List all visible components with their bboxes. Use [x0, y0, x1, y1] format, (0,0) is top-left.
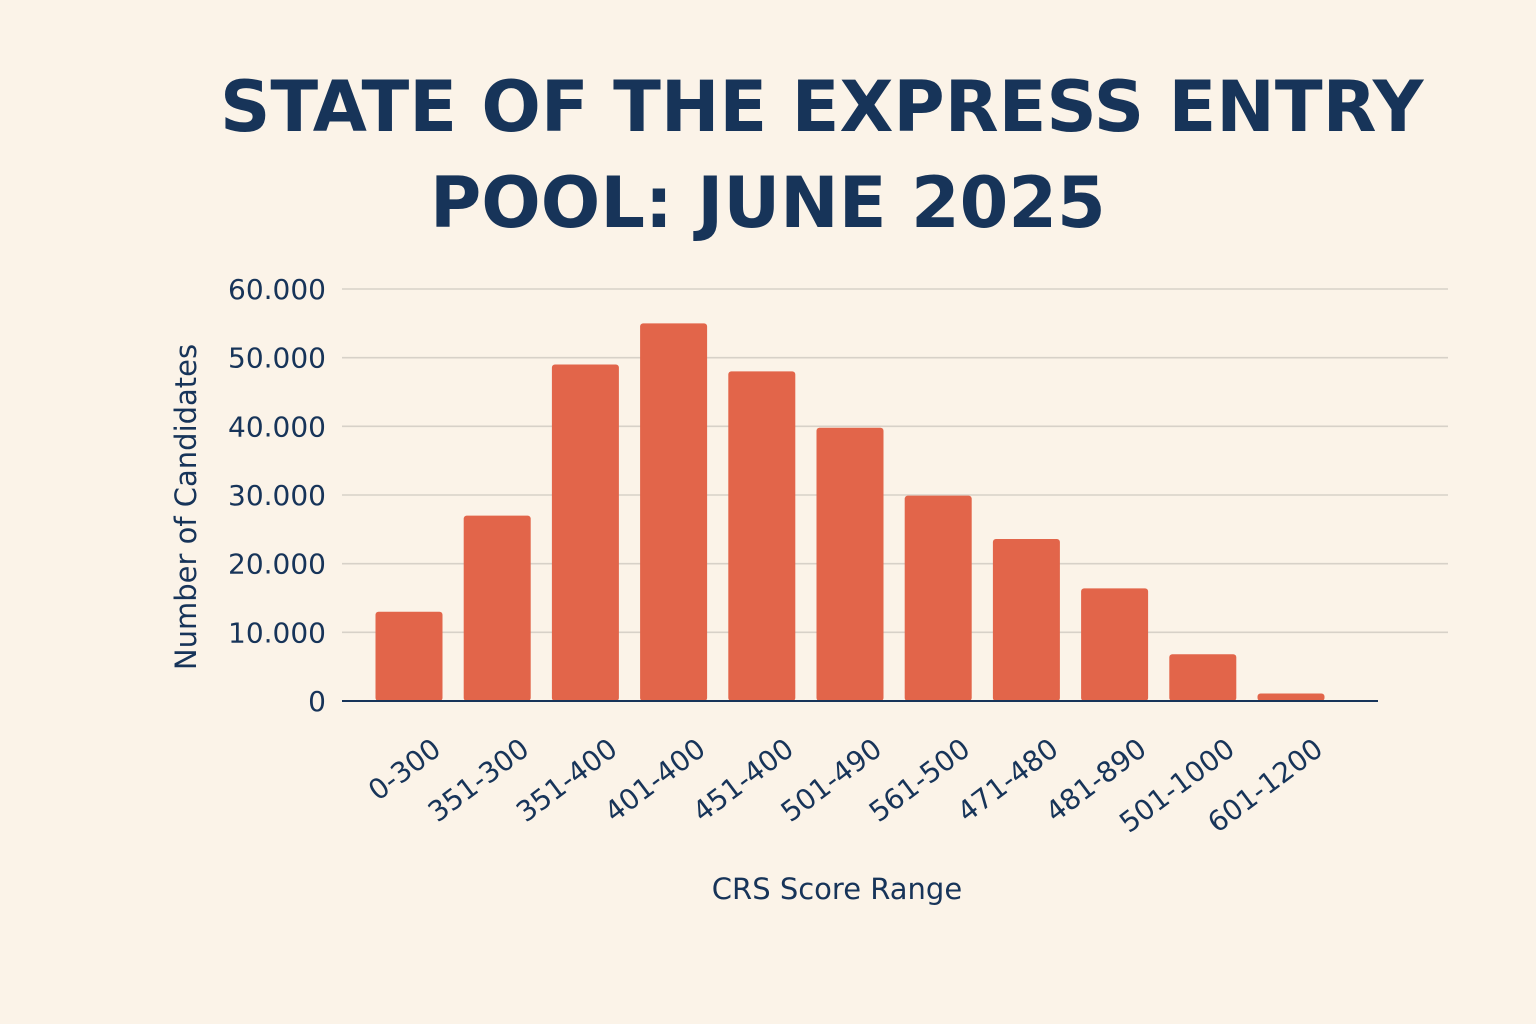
bar-501-1000 — [1169, 654, 1237, 701]
chart-title-line-1: STATE OF THE EXPRESS ENTRY — [220, 66, 1424, 148]
bar-401-400 — [640, 323, 708, 701]
bar-481-890 — [1081, 588, 1149, 701]
y-tick-label: 60.000 — [228, 273, 326, 306]
bar-471-480 — [992, 538, 1060, 701]
bars — [375, 323, 1325, 701]
y-axis-title: Number of Candidates — [169, 344, 203, 670]
y-tick-label: 50.000 — [228, 342, 326, 375]
bar-601-1200 — [1257, 693, 1325, 701]
x-tick-labels: 0-300351-300351-400401-400451-400501-490… — [362, 732, 1329, 839]
y-tick-labels: 0 10.000 20.000 30.000 40.000 50.000 60.000 — [228, 273, 326, 718]
y-tick-label: 0 — [308, 685, 326, 718]
bar-0-300 — [375, 611, 443, 701]
y-tick-label: 30.000 — [228, 479, 326, 512]
chart-title-line-2: POOL: JUNE 2025 — [430, 162, 1106, 244]
y-tick-label: 40.000 — [228, 410, 326, 443]
bar-501-490 — [816, 427, 884, 701]
y-tick-label: 20.000 — [228, 548, 326, 581]
bar-561-500 — [904, 495, 972, 701]
bar-351-400 — [551, 364, 619, 701]
bar-351-300 — [463, 515, 531, 701]
bar-451-400 — [728, 371, 796, 701]
x-axis-title: CRS Score Range — [712, 872, 962, 906]
y-tick-label: 10.000 — [228, 616, 326, 649]
